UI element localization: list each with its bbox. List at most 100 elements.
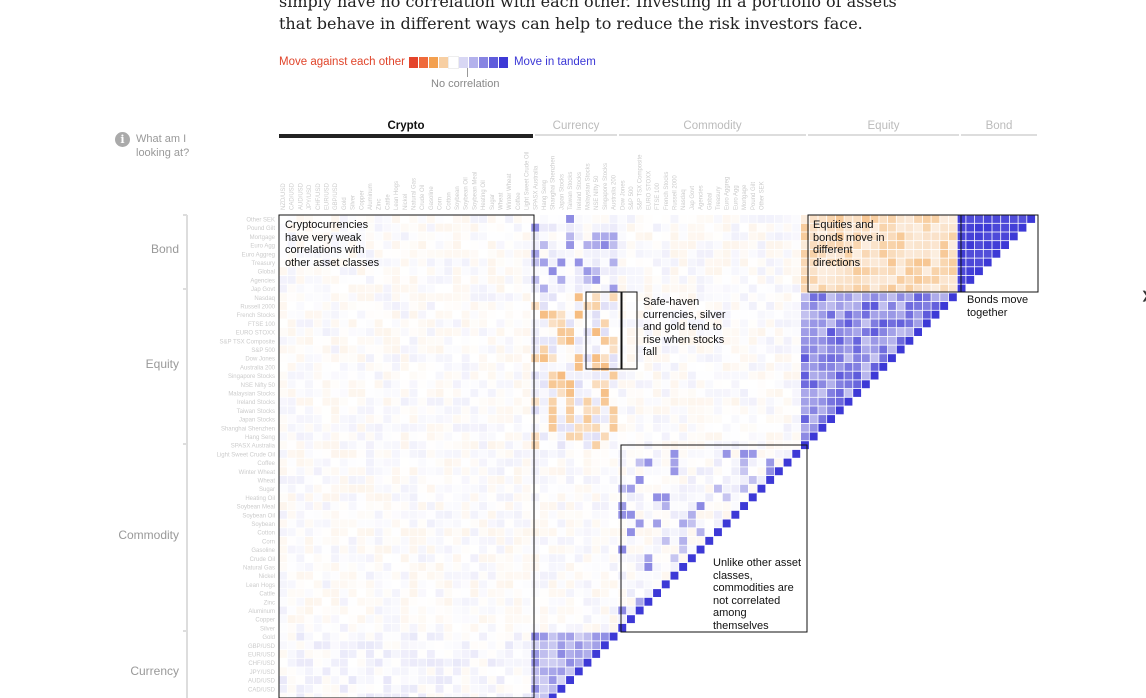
column-label: CHF/USD xyxy=(316,183,322,210)
heatmap-cell xyxy=(479,267,487,276)
heatmap-cell xyxy=(522,441,531,450)
heatmap-cell xyxy=(279,632,287,641)
heatmap-cell xyxy=(574,615,583,624)
heatmap-cell xyxy=(600,310,609,319)
heatmap-cell xyxy=(496,449,505,458)
heatmap-cell xyxy=(809,406,818,415)
heatmap-cell xyxy=(505,432,514,441)
heatmap-cell xyxy=(479,397,487,406)
heatmap-cell xyxy=(888,336,896,345)
heatmap-cell xyxy=(661,354,670,363)
heatmap-cell xyxy=(470,623,479,632)
heatmap-cell xyxy=(618,258,627,267)
heatmap-cell xyxy=(279,554,287,563)
heatmap-cell xyxy=(305,232,313,241)
heatmap-cell xyxy=(513,249,522,258)
heatmap-cell xyxy=(696,310,705,319)
heatmap-cell xyxy=(722,397,731,406)
tab-crypto[interactable]: Crypto xyxy=(279,120,533,140)
heatmap-cell xyxy=(305,336,313,345)
heatmap-cell xyxy=(418,658,427,667)
heatmap-cell xyxy=(948,275,957,284)
tab-commodity[interactable]: Commodity xyxy=(619,120,806,140)
heatmap-cell xyxy=(453,389,461,397)
heatmap-cell xyxy=(653,580,661,589)
heatmap-cell xyxy=(627,354,635,363)
tab-currency[interactable]: Currency xyxy=(535,120,617,140)
heatmap-cell xyxy=(505,528,514,537)
heatmap-cell xyxy=(287,223,296,232)
heatmap-cell xyxy=(774,354,783,363)
heatmap-cell xyxy=(696,215,705,223)
heatmap-cell xyxy=(522,650,531,658)
tab-bond[interactable]: Bond xyxy=(961,120,1037,140)
heatmap-cell xyxy=(801,267,809,276)
heatmap-cell xyxy=(627,249,635,258)
heatmap-cell xyxy=(487,545,496,554)
scroll-chevron-icon[interactable]: ❯ xyxy=(1141,289,1146,302)
heatmap-cell xyxy=(879,293,888,302)
heatmap-cell xyxy=(627,615,635,624)
heatmap-cell xyxy=(914,310,922,319)
heatmap-cell xyxy=(392,467,400,476)
heatmap-cell xyxy=(557,275,566,284)
heatmap-cell xyxy=(592,354,601,363)
heatmap-cell xyxy=(592,371,601,380)
heatmap-cell xyxy=(505,458,514,467)
column-label: Copper xyxy=(359,190,365,210)
heatmap-cell xyxy=(357,345,366,354)
heatmap-cell xyxy=(313,232,322,241)
heatmap-cell xyxy=(513,493,522,502)
heatmap-cell xyxy=(766,389,775,397)
heatmap-cell xyxy=(287,449,296,458)
heatmap-cell xyxy=(661,380,670,389)
heatmap-cell xyxy=(740,275,748,284)
heatmap-cell xyxy=(644,302,653,310)
heatmap-cell xyxy=(714,284,722,293)
help-toggle[interactable]: i What am I looking at? xyxy=(115,132,206,160)
heatmap-cell xyxy=(366,519,374,528)
heatmap-cell xyxy=(287,684,296,693)
row-label: S&P 500 xyxy=(251,348,275,354)
heatmap-cell xyxy=(348,563,357,571)
heatmap-cell xyxy=(609,632,618,641)
heatmap-cell xyxy=(670,267,679,276)
heatmap-cell xyxy=(609,302,618,310)
heatmap-cell xyxy=(696,345,705,354)
heatmap-cell xyxy=(374,345,383,354)
no-correlation-tick xyxy=(467,68,468,77)
heatmap-cell xyxy=(461,249,470,258)
heatmap-cell xyxy=(687,519,696,528)
heatmap-cell xyxy=(513,406,522,415)
heatmap-cell xyxy=(609,215,618,223)
heatmap-cell xyxy=(313,241,322,249)
heatmap-cell xyxy=(609,545,618,554)
heatmap-cell xyxy=(774,310,783,319)
heatmap-cell xyxy=(583,371,592,380)
heatmap-cell xyxy=(479,328,487,336)
column-label: French Stocks xyxy=(664,172,670,210)
heatmap-cell xyxy=(435,519,444,528)
heatmap-cell xyxy=(322,249,331,258)
heatmap-cell xyxy=(496,528,505,537)
heatmap-cell xyxy=(618,449,627,458)
heatmap-cell xyxy=(348,302,357,310)
heatmap-cell xyxy=(453,623,461,632)
column-label: Mortgage xyxy=(742,184,748,210)
heatmap-cell xyxy=(774,458,783,467)
heatmap-cell xyxy=(383,458,392,467)
heatmap-cell xyxy=(722,267,731,276)
heatmap-cell xyxy=(426,310,435,319)
heatmap-cell xyxy=(339,241,348,249)
heatmap-cell xyxy=(809,319,818,328)
heatmap-cell xyxy=(339,310,348,319)
heatmap-cell xyxy=(400,319,409,328)
heatmap-cell xyxy=(487,597,496,606)
heatmap-cell xyxy=(409,519,418,528)
tab-equity[interactable]: Equity xyxy=(808,120,959,140)
heatmap-cell xyxy=(940,215,949,223)
heatmap-cell xyxy=(609,528,618,537)
heatmap-cell xyxy=(609,467,618,476)
heatmap-cell xyxy=(731,319,740,328)
heatmap-cell xyxy=(339,380,348,389)
